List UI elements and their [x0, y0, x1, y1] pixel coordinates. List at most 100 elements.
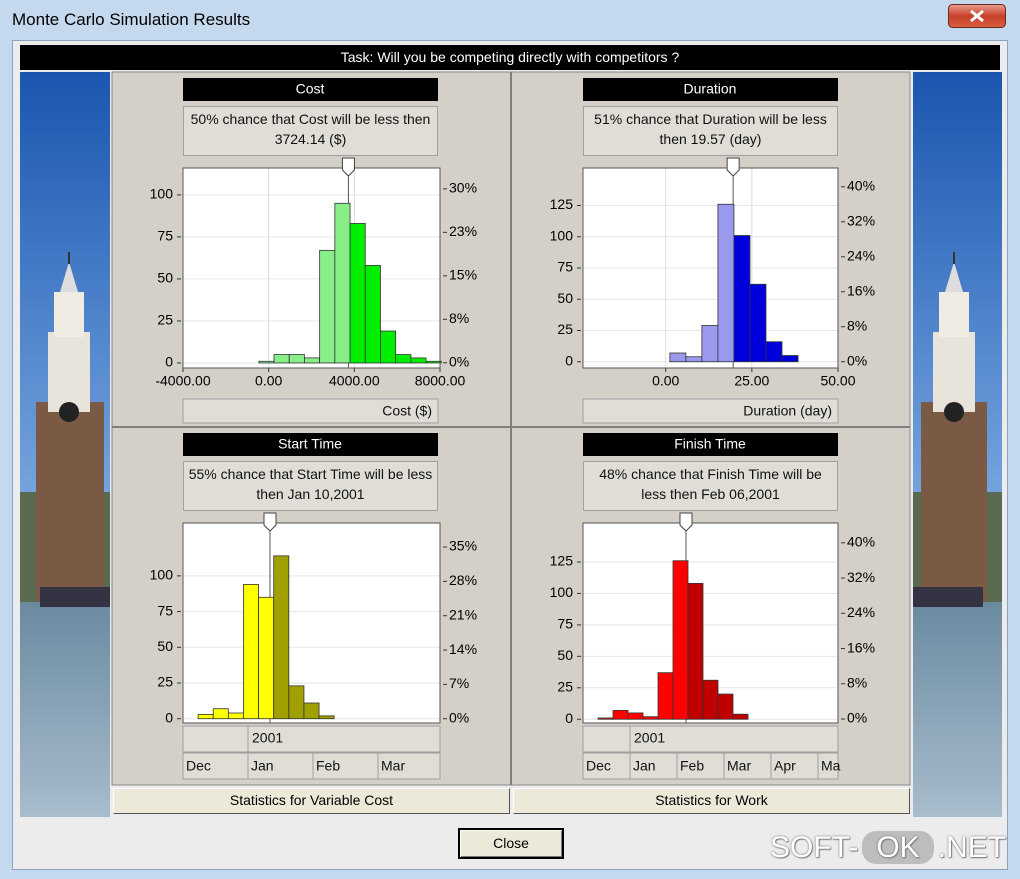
y2-tick-label: 16% [847, 639, 875, 655]
watermark-badge: OK [862, 831, 934, 864]
y-tick-label: 50 [157, 270, 173, 286]
y-tick-label: 100 [150, 186, 174, 202]
y2-tick-label: 40% [847, 534, 875, 550]
task-bar: Task: Will you be competing directly wit… [20, 45, 1000, 70]
probability-note: 51% chance that Duration will be less th… [583, 106, 838, 156]
y2-tick-label: 35% [449, 538, 477, 554]
histogram-bar [669, 352, 687, 363]
histogram-bar [781, 355, 799, 363]
month-label: Ma [821, 758, 841, 774]
y-tick-label: 0 [165, 709, 173, 725]
histogram-bar [364, 265, 381, 364]
y-tick-label: 25 [157, 674, 173, 690]
histogram-bar [749, 283, 767, 363]
y-tick-label: 0 [565, 710, 573, 726]
plot-area [183, 168, 440, 368]
histogram-bar [273, 555, 290, 720]
histogram-bar [258, 360, 275, 364]
histogram-bar [258, 596, 275, 720]
y-tick-label: 0 [565, 352, 573, 368]
probability-note: 50% chance that Cost will be less then 3… [183, 106, 438, 156]
stats-work-button[interactable]: Statistics for Work [513, 788, 910, 814]
y-tick-label: 125 [550, 196, 574, 212]
month-label: Dec [586, 758, 611, 774]
y2-tick-label: 8% [847, 674, 867, 690]
panel-title-bar [583, 433, 838, 456]
histogram-bar [303, 702, 320, 720]
x-axis-label: Duration (day) [743, 403, 832, 419]
month-label: Jan [251, 758, 274, 774]
stats-cost-button[interactable]: Statistics for Variable Cost [113, 788, 510, 814]
month-label: Feb [680, 758, 704, 774]
y-tick-label: 75 [157, 228, 173, 244]
histogram-bar [597, 717, 614, 720]
histogram-bar [717, 203, 735, 363]
histogram-bar [685, 356, 703, 363]
plot-border [582, 522, 839, 724]
watermark-text: SOFT- [770, 831, 859, 864]
y-tick-label: 50 [157, 638, 173, 654]
plot-border [582, 167, 839, 369]
histogram-bar [702, 679, 719, 720]
histogram-bar [243, 584, 259, 720]
panel-title: Finish Time [674, 436, 746, 452]
y2-tick-label: 21% [449, 606, 477, 622]
histogram-bar [319, 249, 336, 364]
y-tick-label: 25 [557, 678, 573, 694]
histogram-bar [304, 357, 321, 364]
month-label: Mar [381, 758, 405, 774]
y-tick-label: 75 [157, 602, 173, 618]
y2-tick-label: 0% [847, 710, 867, 726]
histogram-bar [657, 672, 674, 720]
histogram-bar [717, 693, 734, 720]
histogram-bar [425, 360, 442, 364]
x-tick-label: 0.00 [255, 373, 282, 389]
close-icon-button[interactable] [948, 4, 1006, 28]
y-tick-label: 50 [557, 290, 573, 306]
year-row [182, 725, 441, 753]
close-button[interactable]: Close [458, 828, 564, 859]
y2-tick-label: 23% [449, 223, 477, 239]
x-tick-label: -4000.00 [155, 373, 210, 389]
x-axis-label: Cost ($) [382, 403, 432, 419]
y-tick-label: 75 [557, 616, 573, 632]
panel-title: Start Time [278, 436, 342, 452]
histogram-bar [380, 330, 397, 364]
y2-tick-label: 24% [847, 604, 875, 620]
month-label: Mar [727, 758, 751, 774]
marker-pin [341, 157, 355, 177]
marker-pin [726, 157, 740, 177]
y2-tick-label: 28% [449, 572, 477, 588]
y-tick-label: 0 [165, 354, 173, 370]
month-label: Jan [633, 758, 656, 774]
plot-area [183, 523, 440, 723]
month-label: Apr [774, 758, 796, 774]
histogram-bar [395, 354, 412, 364]
y2-tick-label: 8% [449, 310, 469, 326]
y-tick-label: 25 [557, 321, 573, 337]
results-panel: Cost 0 25 50 75 100 0% 8% 15% 23% 30% -4000.00 0.00 4… [111, 71, 911, 786]
x-tick-label: 50.00 [820, 373, 855, 389]
panel-title-bar [583, 78, 838, 101]
histogram-bar [334, 202, 351, 364]
side-image-right [913, 72, 1002, 817]
histogram-bar [687, 582, 704, 720]
y2-tick-label: 24% [847, 247, 875, 263]
y2-tick-label: 15% [449, 267, 477, 283]
x-tick-label: 25.00 [734, 373, 769, 389]
histogram-bar [197, 714, 214, 720]
axis-label-box [182, 398, 439, 424]
histogram-bar [612, 710, 629, 720]
histogram-bar [288, 685, 305, 720]
marker-pin [263, 512, 277, 532]
y-tick-label: 50 [557, 647, 573, 663]
x-tick-label: 0.00 [652, 373, 679, 389]
histogram-bar [672, 560, 689, 720]
month-row [582, 752, 839, 780]
month-row [182, 752, 441, 780]
histogram-bar [410, 357, 427, 364]
y2-tick-label: 14% [449, 641, 477, 657]
side-image-left [20, 72, 110, 817]
histogram-bar [733, 235, 751, 363]
